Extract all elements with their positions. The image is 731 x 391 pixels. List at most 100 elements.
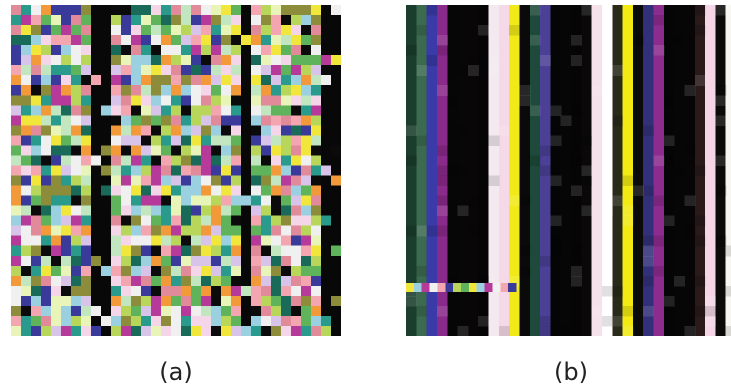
mosaic-cell	[141, 225, 152, 237]
mosaic-cell	[31, 115, 42, 126]
mosaic-cell	[61, 305, 72, 317]
mosaic-cell	[11, 55, 22, 66]
mosaic-cell	[101, 205, 112, 217]
stripe	[478, 5, 490, 336]
mosaic-cell	[261, 235, 272, 247]
mosaic-cell	[91, 235, 102, 247]
mosaic-cell	[51, 295, 62, 307]
stripe-noise	[488, 55, 500, 66]
mosaic-cell	[311, 225, 322, 237]
stripe-noise	[540, 315, 551, 327]
mosaic-cell	[251, 75, 262, 86]
mosaic-cell	[141, 305, 152, 317]
mosaic-cell	[111, 235, 122, 247]
mosaic-cell	[201, 305, 212, 317]
mosaic-cell	[71, 225, 82, 237]
mosaic-cell	[161, 5, 172, 16]
mosaic-cell	[241, 175, 252, 187]
mosaic-cell	[301, 235, 312, 247]
mosaic-cell	[81, 155, 92, 167]
mosaic-cell	[191, 15, 202, 26]
mosaic-cell	[31, 85, 42, 96]
mosaic-cell	[131, 225, 142, 237]
mosaic-cell	[151, 155, 162, 167]
stripe-noise	[694, 215, 706, 227]
mosaic-cell	[171, 15, 182, 26]
band-cell	[468, 283, 478, 292]
mosaic-cell	[171, 95, 182, 106]
stripe-noise	[643, 125, 655, 136]
mosaic-cell	[321, 235, 332, 247]
mosaic-cell	[301, 315, 312, 327]
mosaic-cell	[281, 235, 292, 247]
mosaic-cell	[101, 35, 112, 46]
stripe-noise	[684, 195, 696, 207]
mosaic-cell	[261, 275, 272, 287]
mosaic-cell	[151, 135, 162, 147]
mosaic-cell	[231, 275, 242, 287]
mosaic-cell	[161, 125, 172, 136]
mosaic-cell	[31, 295, 42, 307]
mosaic-cell	[91, 305, 102, 317]
mosaic-cell	[11, 145, 22, 157]
mosaic-cell	[171, 175, 182, 187]
stripe-noise	[591, 305, 603, 317]
mosaic-cell	[331, 155, 341, 167]
mosaic-cell	[51, 325, 62, 336]
mosaic-cell	[321, 125, 332, 136]
mosaic-cell	[141, 15, 152, 26]
mosaic-cell	[251, 245, 262, 257]
mosaic-cell	[321, 25, 332, 36]
mosaic-cell	[311, 65, 322, 76]
mosaic-cell	[91, 125, 102, 136]
mosaic-cell	[191, 225, 202, 237]
mosaic-cell	[241, 285, 252, 297]
mosaic-cell	[311, 305, 322, 317]
mosaic-cell	[71, 55, 82, 66]
mosaic-cell	[161, 165, 172, 177]
stripe-noise	[622, 305, 634, 317]
mosaic-cell	[161, 235, 172, 247]
mosaic-cell	[71, 85, 82, 96]
mosaic-cell	[11, 25, 22, 36]
stripe-noise	[612, 285, 624, 297]
mosaic-cell	[71, 185, 82, 197]
mosaic-cell	[321, 225, 332, 237]
stripe	[663, 5, 675, 336]
mosaic-cell	[41, 5, 52, 16]
stripe	[529, 5, 541, 336]
mosaic-cell	[221, 125, 232, 136]
mosaic-cell	[241, 245, 252, 257]
mosaic-cell	[271, 85, 282, 96]
mosaic-cell	[261, 15, 272, 26]
mosaic-cell	[231, 255, 242, 267]
mosaic-cell	[231, 25, 242, 36]
mosaic-cell	[101, 145, 112, 157]
mosaic-cell	[131, 165, 142, 177]
stripe-noise	[725, 5, 731, 16]
mosaic-cell	[81, 225, 92, 237]
mosaic-cell	[221, 95, 232, 106]
mosaic-cell	[101, 5, 112, 16]
band-cell	[421, 283, 431, 292]
mosaic-cell	[291, 175, 302, 187]
mosaic-cell	[111, 25, 122, 36]
stripe-noise	[612, 315, 624, 327]
mosaic-cell	[81, 145, 92, 157]
stripe-noise	[674, 275, 686, 287]
mosaic-cell	[91, 65, 102, 76]
mosaic-cell	[21, 25, 32, 36]
mosaic-cell	[131, 175, 142, 187]
mosaic-cell	[251, 105, 262, 116]
stripe	[715, 5, 727, 336]
mosaic-cell	[221, 75, 232, 86]
mosaic-cell	[321, 35, 332, 46]
mosaic-cell	[71, 215, 82, 227]
stripe-noise	[436, 195, 448, 207]
mosaic-cell	[161, 215, 172, 227]
mosaic-cell	[61, 285, 72, 297]
stripe-noise	[612, 65, 624, 76]
mosaic-cell	[331, 325, 341, 336]
mosaic-cell	[311, 55, 322, 66]
stripe-noise	[643, 255, 655, 267]
